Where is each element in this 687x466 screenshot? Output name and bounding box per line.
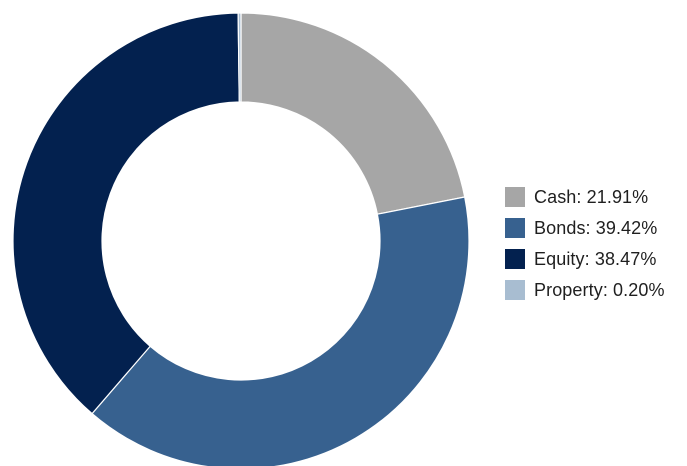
donut-slices [13, 13, 469, 466]
legend-label-equity: Equity: 38.47% [534, 249, 656, 269]
slice-cash [241, 13, 465, 214]
legend-item-cash: Cash: 21.91% [505, 184, 685, 210]
legend-label-bonds: Bonds: 39.42% [534, 218, 657, 238]
legend-swatch-bonds [505, 218, 525, 238]
chart-legend: Cash: 21.91% Bonds: 39.42% Equity: 38.47… [505, 184, 685, 308]
legend-label-cash: Cash: 21.91% [534, 187, 648, 207]
slice-bonds [92, 197, 469, 466]
legend-item-property: Property: 0.20% [505, 277, 685, 303]
legend-label-property: Property: 0.20% [534, 280, 665, 300]
slice-property [238, 13, 241, 102]
legend-swatch-property [505, 280, 525, 300]
legend-swatch-equity [505, 249, 525, 269]
legend-swatch-cash [505, 187, 525, 207]
legend-item-bonds: Bonds: 39.42% [505, 215, 685, 241]
slice-equity [13, 13, 239, 414]
legend-item-equity: Equity: 38.47% [505, 246, 685, 272]
